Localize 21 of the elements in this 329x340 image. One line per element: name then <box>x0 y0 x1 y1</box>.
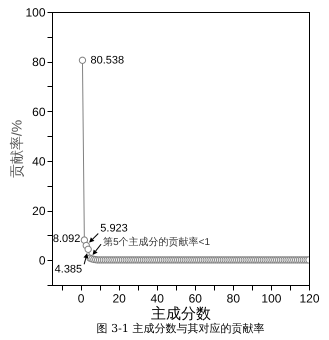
x-tick-label: 40 <box>150 292 164 306</box>
data-label: 80.538 <box>90 54 124 66</box>
data-label: 8.092 <box>52 233 80 246</box>
y-tick-label: 0 <box>38 254 46 268</box>
x-tick-label: 20 <box>112 292 126 306</box>
x-tick-label: 100 <box>261 292 282 306</box>
y-tick-label: 60 <box>32 104 46 119</box>
y-tick-label: 20 <box>32 204 46 218</box>
y-tick-label: 40 <box>32 154 46 168</box>
x-tick-label: 60 <box>188 292 202 306</box>
x-axis-title: 主成分数 <box>151 306 211 322</box>
caption: 图 3-1 主成分数与其对应的贡献率 <box>96 322 264 335</box>
data-label: 4.385 <box>54 263 82 276</box>
y-axis-title: 贡献率/% <box>8 120 24 178</box>
y-tick-label: 100 <box>25 6 46 20</box>
x-tick-label: 120 <box>299 292 320 306</box>
y-tick-label: 80 <box>32 55 46 70</box>
x-tick-label: 80 <box>226 292 240 306</box>
annotation: 第5个主成分的贡献率<1 <box>103 236 210 248</box>
data-label: 5.923 <box>100 222 128 234</box>
x-tick-label: 0 <box>78 292 85 306</box>
